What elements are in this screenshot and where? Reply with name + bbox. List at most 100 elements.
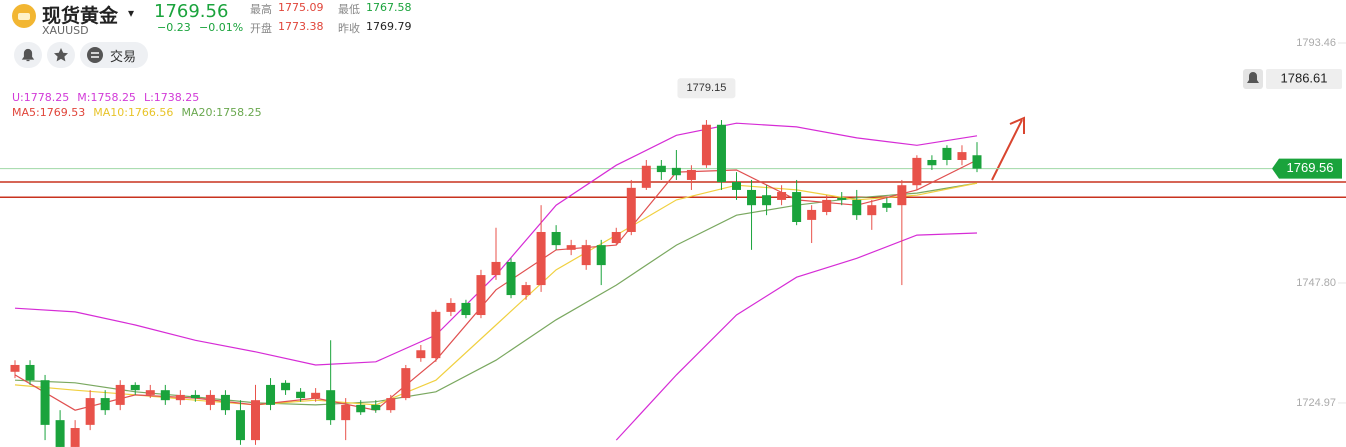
candle-body <box>356 404 366 413</box>
candle-body <box>566 245 576 250</box>
candle-body <box>416 350 426 359</box>
indicator-line <box>615 232 978 441</box>
candle-body <box>641 165 651 188</box>
candle-body <box>716 124 726 183</box>
candle-body <box>205 394 215 405</box>
stat-label: 最高 <box>250 3 272 16</box>
candle-body <box>326 390 336 421</box>
candle-body <box>897 185 907 206</box>
candle-body <box>957 152 967 160</box>
stat-value: 1775.09 <box>278 1 324 14</box>
candle-body <box>401 368 411 399</box>
price: 1769.56 <box>154 1 229 22</box>
candle-body <box>266 384 276 405</box>
stat-value: 1769.79 <box>366 20 412 33</box>
candle-body <box>581 245 591 266</box>
candle-body <box>145 390 155 395</box>
candle-body <box>296 391 306 399</box>
y-tick-label: 1793.46 <box>1296 37 1336 49</box>
bell-button[interactable] <box>14 42 42 68</box>
candle-body <box>972 155 982 169</box>
candle-body <box>671 167 681 176</box>
boll-label: M:1758.25 <box>77 91 136 104</box>
y-tick-label: 1747.80 <box>1296 277 1336 289</box>
indicator-line <box>14 159 978 411</box>
candle-body <box>10 364 20 372</box>
stat-value: 1767.58 <box>366 1 412 14</box>
candle-body <box>912 157 922 186</box>
candle-body <box>927 159 937 166</box>
change-pct: −0.01% <box>199 21 244 34</box>
star-icon <box>54 48 68 62</box>
dropdown-caret[interactable]: ▾ <box>128 6 135 20</box>
max-label: 1779.15 <box>687 82 727 94</box>
candle-body <box>611 231 621 244</box>
ma-label: MA5:1769.53 <box>12 106 86 119</box>
candle-body <box>596 245 606 266</box>
candle-body <box>25 364 35 381</box>
candle-body <box>506 261 516 296</box>
star-button[interactable] <box>47 42 75 68</box>
stat-label: 开盘 <box>250 22 272 35</box>
trend-arrow <box>991 116 1025 181</box>
candle-body <box>55 420 65 447</box>
title: 现货黄金 <box>42 5 119 27</box>
candle-body <box>130 384 140 391</box>
trade-icon <box>87 47 103 63</box>
candle-body <box>792 192 802 223</box>
candle-body <box>701 124 711 166</box>
candle-body <box>115 384 125 405</box>
candle-body <box>175 394 185 401</box>
candle-body <box>251 400 260 441</box>
stat-value: 1773.38 <box>278 20 324 33</box>
coin-icon <box>12 4 36 28</box>
candle-body <box>837 197 847 200</box>
coin-bar <box>18 13 30 20</box>
ma-label: MA10:1766.56 <box>93 106 174 119</box>
candle-body <box>822 199 832 213</box>
candle-body <box>386 398 396 411</box>
candle-body <box>461 302 471 316</box>
alert-label: 1786.61 <box>1281 70 1328 85</box>
y-tick-label: 1724.97 <box>1296 397 1336 409</box>
candle-body <box>311 392 321 399</box>
candle-body <box>626 187 636 232</box>
candle-body <box>942 147 952 160</box>
stat-label: 昨收 <box>338 22 360 35</box>
candle-body <box>551 231 561 246</box>
bell-icon <box>21 48 35 62</box>
last-price-tag <box>1272 158 1342 179</box>
candle-body <box>852 199 862 216</box>
candle-body <box>190 394 200 399</box>
candle-body <box>882 203 892 208</box>
candle-body <box>160 390 170 401</box>
candle-body <box>40 380 50 425</box>
candle-body <box>656 165 666 173</box>
ma-label: MA20:1758.25 <box>181 106 262 119</box>
candle-body <box>521 285 531 296</box>
indicator-line <box>14 182 978 406</box>
alert-bell <box>1247 71 1259 83</box>
candle-body <box>536 231 546 286</box>
candle-body <box>762 195 772 206</box>
candle-body <box>85 398 95 425</box>
candle-body <box>100 398 110 411</box>
trade-button[interactable]: 交易 <box>80 42 148 68</box>
max-label-box <box>677 78 736 99</box>
candle-body <box>341 404 351 421</box>
candle-body <box>70 428 80 447</box>
change: −0.23 <box>157 21 191 34</box>
indicator-line <box>14 182 978 406</box>
candle-body <box>235 410 245 441</box>
boll-label: U:1778.25 <box>12 91 70 104</box>
candle-body <box>807 209 817 220</box>
candle-body <box>431 311 441 359</box>
candle-body <box>686 169 696 180</box>
alert-box <box>1266 68 1342 89</box>
candle-body <box>491 261 501 276</box>
boll-label: L:1738.25 <box>143 91 200 104</box>
candle-body <box>476 275 486 316</box>
candle-body <box>446 302 456 312</box>
